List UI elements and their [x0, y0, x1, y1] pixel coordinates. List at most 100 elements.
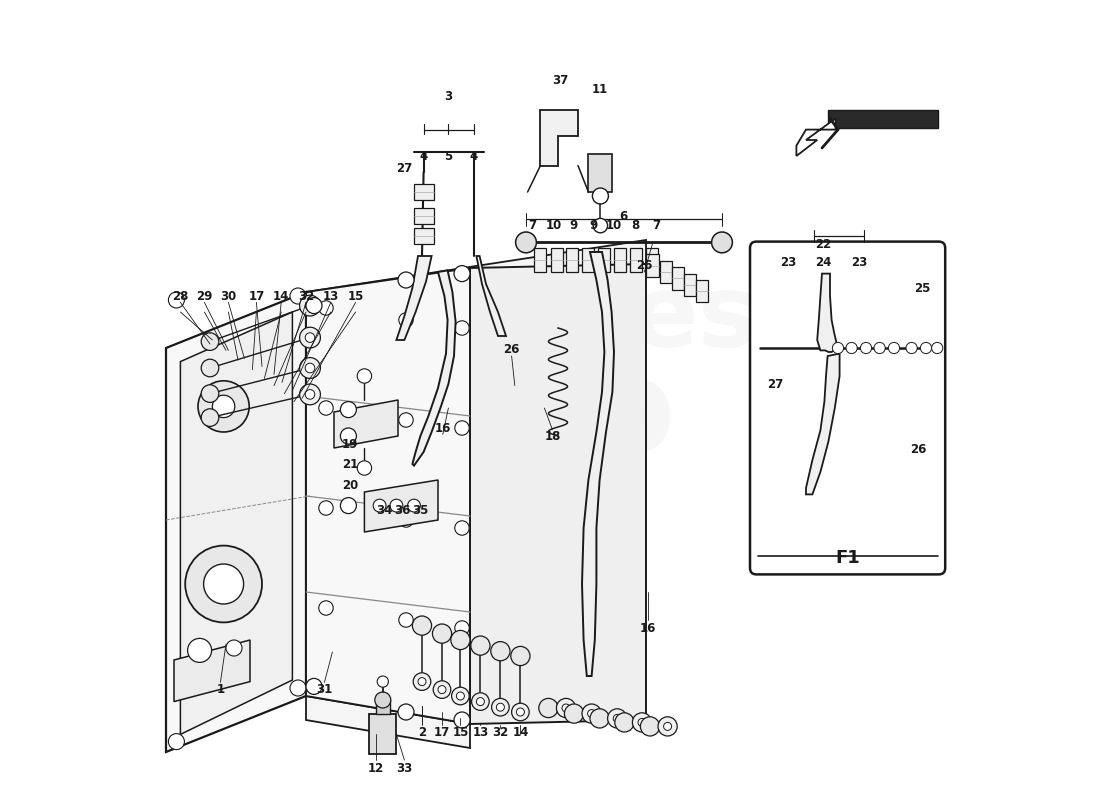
Text: F1: F1 — [835, 550, 860, 567]
Circle shape — [306, 298, 322, 314]
Circle shape — [860, 342, 871, 354]
Circle shape — [472, 693, 490, 710]
Text: 32: 32 — [493, 726, 508, 738]
Polygon shape — [889, 337, 900, 359]
Circle shape — [763, 334, 791, 362]
Text: 5: 5 — [444, 150, 452, 162]
Circle shape — [889, 342, 900, 354]
Polygon shape — [860, 337, 871, 359]
Text: 10: 10 — [546, 219, 562, 232]
Circle shape — [340, 402, 356, 418]
Polygon shape — [534, 248, 546, 272]
Circle shape — [299, 384, 320, 405]
Text: euro: euro — [245, 323, 566, 445]
Circle shape — [512, 703, 529, 721]
Text: 29: 29 — [196, 290, 212, 302]
Text: es: es — [630, 271, 758, 369]
Text: 8: 8 — [631, 219, 640, 232]
Circle shape — [712, 232, 733, 253]
Polygon shape — [817, 274, 836, 352]
Text: 10: 10 — [606, 219, 623, 232]
Text: 9: 9 — [570, 219, 579, 232]
Circle shape — [188, 638, 211, 662]
Circle shape — [451, 630, 470, 650]
Circle shape — [290, 288, 306, 304]
Circle shape — [168, 734, 185, 750]
Circle shape — [412, 616, 431, 635]
Circle shape — [771, 342, 783, 354]
Polygon shape — [932, 337, 943, 359]
Circle shape — [590, 709, 609, 728]
Circle shape — [201, 359, 219, 377]
Circle shape — [846, 342, 857, 354]
Circle shape — [615, 713, 634, 732]
Circle shape — [226, 640, 242, 656]
Circle shape — [874, 342, 886, 354]
Circle shape — [582, 704, 602, 723]
Circle shape — [305, 301, 315, 310]
Text: 37: 37 — [552, 74, 569, 86]
Polygon shape — [306, 240, 646, 316]
Polygon shape — [540, 110, 578, 166]
Circle shape — [185, 546, 262, 622]
Text: 12: 12 — [367, 762, 384, 774]
Polygon shape — [796, 118, 836, 156]
Circle shape — [399, 613, 414, 627]
Text: 4: 4 — [419, 150, 428, 162]
Circle shape — [299, 358, 320, 378]
Text: 20: 20 — [342, 479, 359, 492]
Circle shape — [932, 342, 943, 354]
Polygon shape — [647, 248, 659, 272]
Circle shape — [539, 698, 558, 718]
Polygon shape — [396, 256, 431, 340]
Circle shape — [510, 646, 530, 666]
Circle shape — [516, 708, 525, 716]
Circle shape — [306, 678, 322, 694]
Circle shape — [921, 342, 932, 354]
Circle shape — [418, 678, 426, 686]
Circle shape — [491, 642, 510, 661]
Circle shape — [290, 680, 306, 696]
Text: 7: 7 — [528, 219, 537, 232]
Circle shape — [432, 624, 452, 643]
Circle shape — [398, 704, 414, 720]
Text: 33: 33 — [396, 762, 412, 774]
Polygon shape — [802, 335, 815, 361]
Text: 4: 4 — [469, 150, 477, 162]
Circle shape — [593, 218, 607, 233]
Polygon shape — [566, 248, 579, 272]
Polygon shape — [672, 267, 684, 290]
Polygon shape — [412, 270, 455, 466]
Circle shape — [562, 704, 570, 712]
Text: 18: 18 — [544, 430, 561, 442]
Text: 17: 17 — [433, 726, 450, 738]
Circle shape — [593, 188, 608, 204]
Circle shape — [358, 369, 372, 383]
Polygon shape — [921, 337, 932, 359]
Polygon shape — [582, 248, 594, 272]
Circle shape — [358, 461, 372, 475]
Polygon shape — [166, 292, 306, 752]
Circle shape — [454, 621, 470, 635]
Circle shape — [375, 692, 390, 708]
Circle shape — [658, 717, 678, 736]
Circle shape — [613, 714, 621, 722]
Text: a passion for parts
since 1985: a passion for parts since 1985 — [364, 552, 543, 632]
Polygon shape — [598, 248, 611, 272]
Polygon shape — [414, 184, 433, 200]
Circle shape — [201, 333, 219, 350]
Text: 16: 16 — [434, 422, 451, 434]
Circle shape — [373, 499, 386, 512]
Circle shape — [319, 401, 333, 415]
Circle shape — [438, 686, 446, 694]
Circle shape — [456, 692, 464, 700]
Circle shape — [476, 698, 484, 706]
Circle shape — [198, 381, 250, 432]
Text: 1: 1 — [217, 683, 224, 696]
Circle shape — [340, 498, 356, 514]
Circle shape — [305, 333, 315, 342]
Circle shape — [557, 698, 575, 718]
Circle shape — [212, 395, 234, 418]
Circle shape — [454, 266, 470, 282]
Circle shape — [833, 342, 844, 354]
